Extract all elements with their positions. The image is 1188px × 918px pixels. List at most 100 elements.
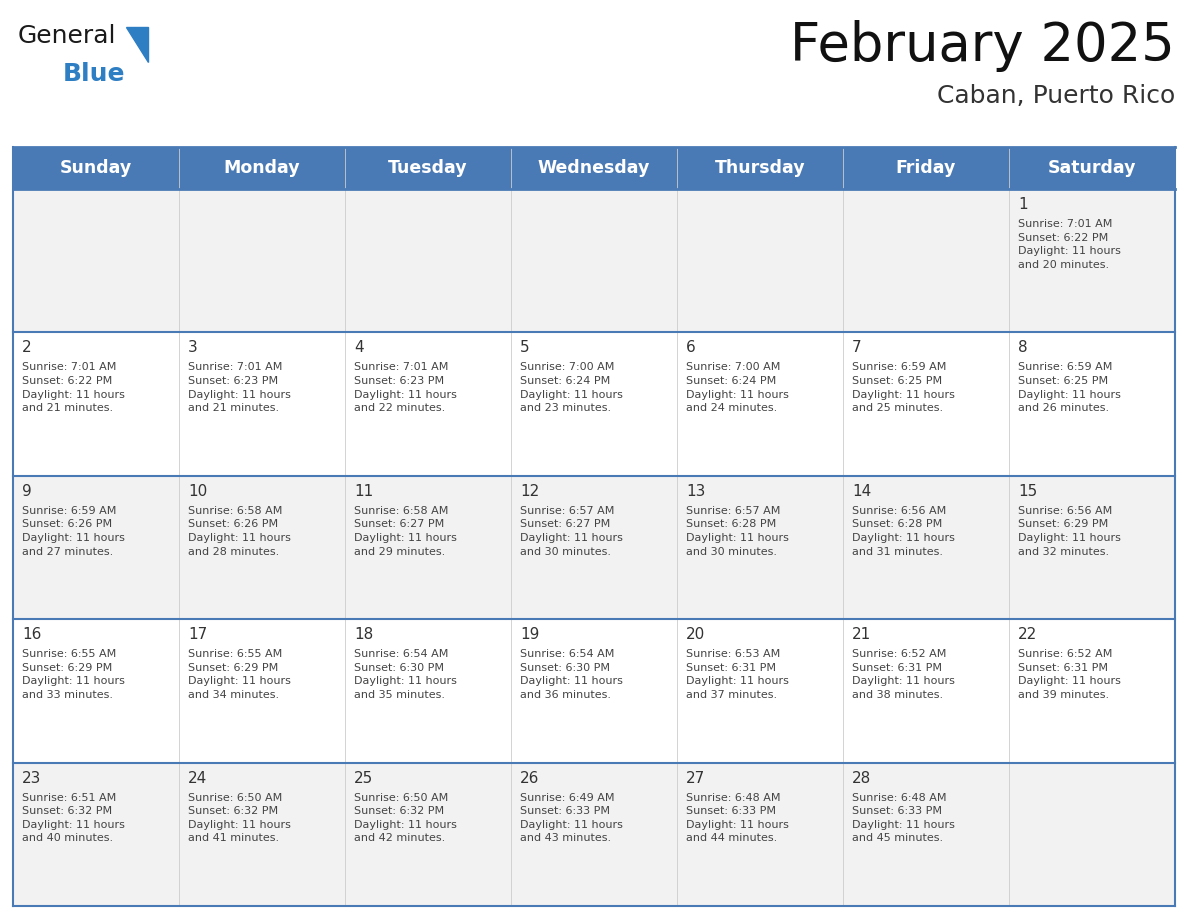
Bar [1009,189,1175,332]
Text: Sunrise: 6:55 AM
Sunset: 6:29 PM
Daylight: 11 hours
and 33 minutes.: Sunrise: 6:55 AM Sunset: 6:29 PM Dayligh… [23,649,125,700]
Bar [511,620,677,763]
Text: Sunrise: 6:51 AM
Sunset: 6:32 PM
Daylight: 11 hours
and 40 minutes.: Sunrise: 6:51 AM Sunset: 6:32 PM Dayligh… [23,792,125,844]
Text: Sunrise: 6:48 AM
Sunset: 6:33 PM
Daylight: 11 hours
and 45 minutes.: Sunrise: 6:48 AM Sunset: 6:33 PM Dayligh… [852,792,955,844]
Bar [1009,332,1175,476]
Bar [843,332,1009,476]
Text: Sunrise: 6:59 AM
Sunset: 6:26 PM
Daylight: 11 hours
and 27 minutes.: Sunrise: 6:59 AM Sunset: 6:26 PM Dayligh… [23,506,125,556]
Bar [179,476,345,620]
Bar [13,332,179,476]
Text: 21: 21 [852,627,871,643]
Bar [345,476,511,620]
Text: Monday: Monday [223,159,301,177]
Bar [843,476,1009,620]
Text: 27: 27 [685,770,706,786]
Text: 2: 2 [23,341,32,355]
Bar [677,476,843,620]
Bar [13,620,179,763]
Text: Wednesday: Wednesday [538,159,650,177]
Bar [677,763,843,906]
Bar [511,332,677,476]
Text: Saturday: Saturday [1048,159,1136,177]
Bar [179,763,345,906]
Bar [13,189,179,332]
Text: 16: 16 [23,627,42,643]
Bar [511,147,677,189]
Text: Sunrise: 7:00 AM
Sunset: 6:24 PM
Daylight: 11 hours
and 23 minutes.: Sunrise: 7:00 AM Sunset: 6:24 PM Dayligh… [520,363,623,413]
Text: 19: 19 [520,627,539,643]
Text: 18: 18 [354,627,373,643]
Text: Sunday: Sunday [59,159,132,177]
Bar [179,189,345,332]
Bar [677,189,843,332]
Text: Sunrise: 6:52 AM
Sunset: 6:31 PM
Daylight: 11 hours
and 39 minutes.: Sunrise: 6:52 AM Sunset: 6:31 PM Dayligh… [1018,649,1120,700]
Text: 13: 13 [685,484,706,498]
Bar [1009,476,1175,620]
Bar [345,332,511,476]
Text: 7: 7 [852,341,861,355]
Text: Sunrise: 7:00 AM
Sunset: 6:24 PM
Daylight: 11 hours
and 24 minutes.: Sunrise: 7:00 AM Sunset: 6:24 PM Dayligh… [685,363,789,413]
Text: 26: 26 [520,770,539,786]
Bar [345,620,511,763]
Text: 6: 6 [685,341,696,355]
Bar [511,763,677,906]
Text: Sunrise: 6:48 AM
Sunset: 6:33 PM
Daylight: 11 hours
and 44 minutes.: Sunrise: 6:48 AM Sunset: 6:33 PM Dayligh… [685,792,789,844]
Text: Caban, Puerto Rico: Caban, Puerto Rico [937,84,1175,108]
Text: 12: 12 [520,484,539,498]
Text: 9: 9 [23,484,32,498]
Bar [179,620,345,763]
Text: 3: 3 [188,341,197,355]
Text: 1: 1 [1018,197,1028,212]
Bar [677,620,843,763]
Bar [677,147,843,189]
Text: 4: 4 [354,341,364,355]
Text: Sunrise: 6:59 AM
Sunset: 6:25 PM
Daylight: 11 hours
and 25 minutes.: Sunrise: 6:59 AM Sunset: 6:25 PM Dayligh… [852,363,955,413]
Text: 14: 14 [852,484,871,498]
Text: Sunrise: 6:54 AM
Sunset: 6:30 PM
Daylight: 11 hours
and 35 minutes.: Sunrise: 6:54 AM Sunset: 6:30 PM Dayligh… [354,649,457,700]
Text: Sunrise: 6:59 AM
Sunset: 6:25 PM
Daylight: 11 hours
and 26 minutes.: Sunrise: 6:59 AM Sunset: 6:25 PM Dayligh… [1018,363,1120,413]
Text: 10: 10 [188,484,207,498]
Bar [677,332,843,476]
Text: Sunrise: 7:01 AM
Sunset: 6:22 PM
Daylight: 11 hours
and 21 minutes.: Sunrise: 7:01 AM Sunset: 6:22 PM Dayligh… [23,363,125,413]
Text: 23: 23 [23,770,42,786]
Bar [13,147,179,189]
Text: Sunrise: 6:58 AM
Sunset: 6:27 PM
Daylight: 11 hours
and 29 minutes.: Sunrise: 6:58 AM Sunset: 6:27 PM Dayligh… [354,506,457,556]
Bar [345,763,511,906]
Bar [179,147,345,189]
Bar [1009,147,1175,189]
Text: 25: 25 [354,770,373,786]
Text: Sunrise: 6:56 AM
Sunset: 6:29 PM
Daylight: 11 hours
and 32 minutes.: Sunrise: 6:56 AM Sunset: 6:29 PM Dayligh… [1018,506,1120,556]
Text: Blue: Blue [63,62,126,86]
Text: 8: 8 [1018,341,1028,355]
Bar [345,147,511,189]
Text: Sunrise: 6:53 AM
Sunset: 6:31 PM
Daylight: 11 hours
and 37 minutes.: Sunrise: 6:53 AM Sunset: 6:31 PM Dayligh… [685,649,789,700]
Bar [345,189,511,332]
Text: 11: 11 [354,484,373,498]
Bar [843,620,1009,763]
Bar [843,763,1009,906]
Bar [1009,763,1175,906]
Bar [843,189,1009,332]
Text: Sunrise: 7:01 AM
Sunset: 6:23 PM
Daylight: 11 hours
and 22 minutes.: Sunrise: 7:01 AM Sunset: 6:23 PM Dayligh… [354,363,457,413]
Text: 15: 15 [1018,484,1037,498]
Text: Sunrise: 6:50 AM
Sunset: 6:32 PM
Daylight: 11 hours
and 41 minutes.: Sunrise: 6:50 AM Sunset: 6:32 PM Dayligh… [188,792,291,844]
Text: February 2025: February 2025 [790,20,1175,72]
Text: Sunrise: 7:01 AM
Sunset: 6:22 PM
Daylight: 11 hours
and 20 minutes.: Sunrise: 7:01 AM Sunset: 6:22 PM Dayligh… [1018,219,1120,270]
Text: 20: 20 [685,627,706,643]
Bar [843,147,1009,189]
Bar [13,763,179,906]
Text: Tuesday: Tuesday [388,159,468,177]
Text: 24: 24 [188,770,207,786]
Text: Sunrise: 6:54 AM
Sunset: 6:30 PM
Daylight: 11 hours
and 36 minutes.: Sunrise: 6:54 AM Sunset: 6:30 PM Dayligh… [520,649,623,700]
Bar [511,476,677,620]
Text: Thursday: Thursday [715,159,805,177]
Bar [13,476,179,620]
Text: Sunrise: 6:49 AM
Sunset: 6:33 PM
Daylight: 11 hours
and 43 minutes.: Sunrise: 6:49 AM Sunset: 6:33 PM Dayligh… [520,792,623,844]
Text: Sunrise: 6:55 AM
Sunset: 6:29 PM
Daylight: 11 hours
and 34 minutes.: Sunrise: 6:55 AM Sunset: 6:29 PM Dayligh… [188,649,291,700]
Bar [179,332,345,476]
Bar [511,189,677,332]
Text: 17: 17 [188,627,207,643]
Text: General: General [18,24,116,48]
Text: 5: 5 [520,341,530,355]
Text: 22: 22 [1018,627,1037,643]
Text: Friday: Friday [896,159,956,177]
